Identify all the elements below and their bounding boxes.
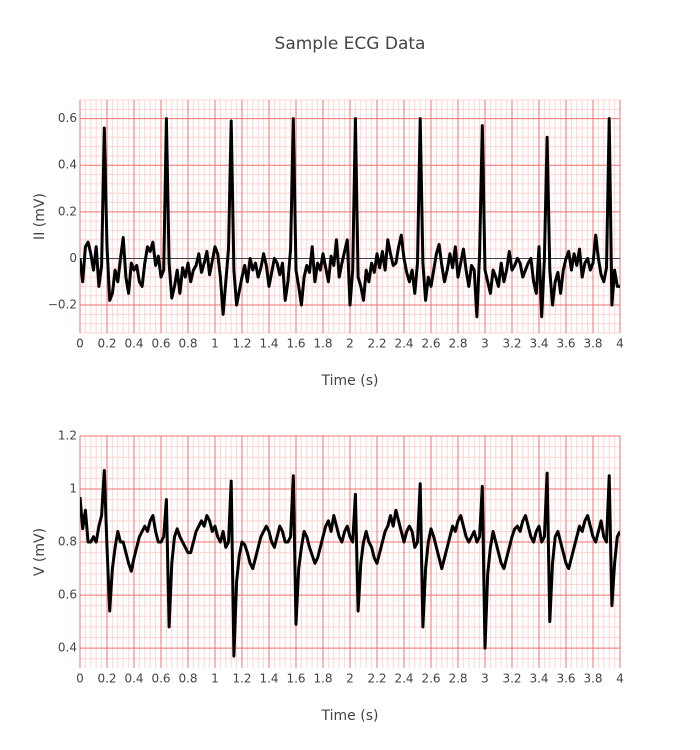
y-tick-label: 0.6 (58, 588, 77, 602)
x-tick-label: 0.2 (97, 337, 116, 351)
x-tick-label: 2 (346, 672, 354, 686)
x-tick-label: 3.2 (502, 337, 521, 351)
x-tick-label: 3.4 (529, 337, 548, 351)
x-tick-label: 0.6 (151, 337, 170, 351)
x-tick-label: 1.4 (259, 337, 278, 351)
x-tick-label: 1.6 (286, 672, 305, 686)
y-tick-label: 0 (69, 251, 77, 265)
x-axis-title: Time (s) (321, 373, 379, 389)
x-tick-label: 1.4 (259, 672, 278, 686)
ecg-line (80, 117, 620, 319)
x-tick-label: 0.8 (178, 672, 197, 686)
x-tick-label: 1 (211, 672, 219, 686)
x-tick-label: 4 (616, 672, 624, 686)
y-tick-label: 0.4 (58, 158, 77, 172)
x-tick-label: 2.2 (367, 337, 386, 351)
x-tick-label: 3.8 (583, 672, 602, 686)
x-tick-label: 0 (76, 672, 84, 686)
x-tick-label: 2.6 (421, 672, 440, 686)
x-tick-label: 0.8 (178, 337, 197, 351)
y-axis-title: II (mV) (32, 193, 48, 240)
x-tick-label: 2 (346, 337, 354, 351)
y-tick-label: 0.2 (58, 204, 77, 218)
x-tick-label: 0.6 (151, 672, 170, 686)
x-tick-label: 1.2 (232, 337, 251, 351)
x-tick-label: 3.6 (556, 337, 575, 351)
x-axis-title: Time (s) (321, 708, 379, 724)
x-tick-label: 3.6 (556, 672, 575, 686)
y-tick-label: −0.2 (48, 298, 77, 312)
x-tick-label: 2.2 (367, 672, 386, 686)
x-tick-label: 1.8 (313, 672, 332, 686)
x-tick-label: 3 (481, 672, 489, 686)
x-tick-label: 3.8 (583, 337, 602, 351)
x-tick-label: 2.8 (448, 337, 467, 351)
y-tick-label: 0.4 (58, 641, 77, 655)
chart-title: Sample ECG Data (275, 34, 426, 54)
x-tick-label: 2.6 (421, 337, 440, 351)
x-tick-label: 3.2 (502, 672, 521, 686)
y-tick-label: 1.2 (58, 429, 77, 443)
x-tick-label: 1.6 (286, 337, 305, 351)
x-tick-label: 2.4 (394, 672, 413, 686)
x-tick-label: 1.8 (313, 337, 332, 351)
x-tick-label: 4 (616, 337, 624, 351)
x-tick-label: 3 (481, 337, 489, 351)
x-tick-label: 1 (211, 337, 219, 351)
y-axis-title: V (mV) (32, 528, 48, 576)
x-tick-label: 0.4 (124, 672, 143, 686)
y-tick-label: 1 (69, 482, 77, 496)
x-tick-label: 0.4 (124, 337, 143, 351)
y-tick-label: 0.6 (58, 111, 77, 125)
x-tick-label: 2.8 (448, 672, 467, 686)
x-tick-label: 1.2 (232, 672, 251, 686)
x-tick-label: 0.2 (97, 672, 116, 686)
x-tick-label: 3.4 (529, 672, 548, 686)
x-tick-label: 2.4 (394, 337, 413, 351)
y-tick-label: 0.8 (58, 535, 77, 549)
x-tick-label: 0 (76, 337, 84, 351)
ecg-line (80, 468, 620, 658)
